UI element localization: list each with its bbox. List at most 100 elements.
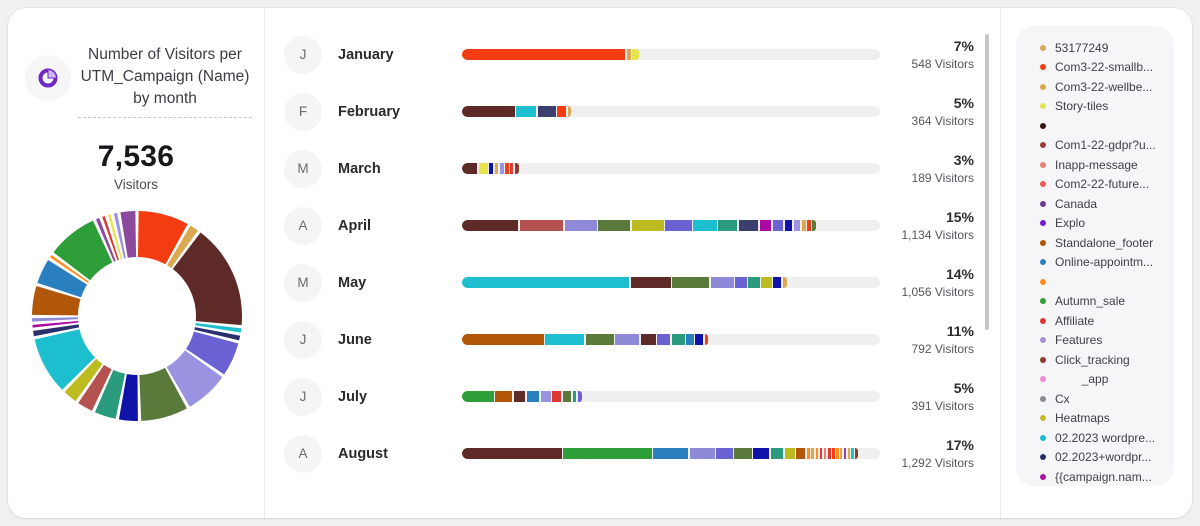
month-stacked-bar[interactable] <box>462 163 880 174</box>
bar-segment[interactable] <box>495 391 513 402</box>
donut-segment[interactable] <box>186 331 239 375</box>
bar-segment[interactable] <box>462 163 477 174</box>
donut-segment[interactable] <box>49 255 89 284</box>
bar-segment[interactable] <box>657 334 671 345</box>
bar-segment[interactable] <box>598 220 631 231</box>
bar-segment[interactable] <box>796 448 806 459</box>
donut-segment[interactable] <box>32 321 79 328</box>
month-row[interactable]: A August 17% 1,292 Visitors <box>265 425 1000 482</box>
bar-segment[interactable] <box>519 220 563 231</box>
bar-segment[interactable] <box>557 106 567 117</box>
legend-item[interactable] <box>1040 272 1174 292</box>
bar-segment[interactable] <box>855 448 859 459</box>
bar-segment[interactable] <box>462 106 515 117</box>
donut-segment[interactable] <box>37 260 88 298</box>
bar-segment[interactable] <box>510 163 514 174</box>
bar-segment[interactable] <box>773 277 782 288</box>
donut-chart[interactable] <box>27 206 247 426</box>
bar-segment[interactable] <box>505 163 509 174</box>
bar-segment[interactable] <box>806 448 810 459</box>
bar-segment[interactable] <box>516 106 537 117</box>
donut-segment[interactable] <box>64 358 103 402</box>
bar-segment[interactable] <box>526 391 540 402</box>
bar-segment[interactable] <box>827 448 831 459</box>
bar-segment[interactable] <box>840 448 843 459</box>
bar-segment[interactable] <box>782 277 787 288</box>
bar-segment[interactable] <box>759 220 772 231</box>
donut-segment[interactable] <box>166 350 223 407</box>
bar-segment[interactable] <box>748 277 760 288</box>
donut-segment[interactable] <box>167 225 198 268</box>
legend-item[interactable]: Affiliate <box>1040 311 1174 331</box>
bar-segment[interactable] <box>784 448 795 459</box>
bar-segment[interactable] <box>832 448 835 459</box>
bar-segment[interactable] <box>770 448 784 459</box>
month-row[interactable]: J June 11% 792 Visitors <box>265 311 1000 368</box>
bar-segment[interactable] <box>615 334 640 345</box>
legend-item[interactable]: Com3-22-wellbe... <box>1040 77 1174 97</box>
bar-segment[interactable] <box>494 163 499 174</box>
bar-segment[interactable] <box>552 391 562 402</box>
bar-segment[interactable] <box>671 334 685 345</box>
bar-segment[interactable] <box>537 106 556 117</box>
legend-item[interactable]: {{campaign.nam... <box>1040 467 1174 486</box>
bar-segment[interactable] <box>847 448 850 459</box>
month-stacked-bar[interactable] <box>462 106 880 117</box>
legend-item[interactable]: Com3-22-smallb... <box>1040 58 1174 78</box>
bar-segment[interactable] <box>686 334 694 345</box>
donut-segment[interactable] <box>33 324 80 337</box>
legend-item[interactable]: Standalone_footer <box>1040 233 1174 253</box>
donut-segment[interactable] <box>172 232 242 326</box>
bar-segment[interactable] <box>672 277 710 288</box>
donut-segment[interactable] <box>32 317 79 322</box>
bar-segment[interactable] <box>562 391 572 402</box>
month-stacked-bar[interactable] <box>462 334 880 345</box>
bar-segment[interactable] <box>489 163 494 174</box>
bar-segment[interactable] <box>545 334 585 345</box>
bar-segment[interactable] <box>761 277 772 288</box>
bar-segment[interactable] <box>843 448 846 459</box>
bar-segment[interactable] <box>801 220 806 231</box>
bar-segment[interactable] <box>577 391 583 402</box>
legend-item[interactable]: Features <box>1040 331 1174 351</box>
legend-item[interactable]: Online-appointm... <box>1040 253 1174 273</box>
bar-segment[interactable] <box>513 391 526 402</box>
legend-item[interactable]: Inapp-message <box>1040 155 1174 175</box>
legend-item[interactable]: 02.2023+wordpr... <box>1040 448 1174 468</box>
donut-segment[interactable] <box>34 329 95 390</box>
legend-item[interactable]: Autumn_sale <box>1040 292 1174 312</box>
bar-segment[interactable] <box>710 277 734 288</box>
month-row[interactable]: M May 14% 1,056 Visitors <box>265 254 1000 311</box>
donut-segment[interactable] <box>107 214 123 260</box>
legend-item[interactable]: Com1-22-gdpr?u... <box>1040 136 1174 156</box>
donut-segment[interactable] <box>137 211 188 265</box>
legend-item[interactable]: 53177249 <box>1040 38 1174 58</box>
bar-segment[interactable] <box>585 334 614 345</box>
month-row[interactable]: F February 5% 364 Visitors <box>265 83 1000 140</box>
bar-segment[interactable] <box>462 391 494 402</box>
bar-segment[interactable] <box>462 49 625 60</box>
bar-segment[interactable] <box>626 49 631 60</box>
bar-segment[interactable] <box>653 448 689 459</box>
month-stacked-bar[interactable] <box>462 277 880 288</box>
bar-segment[interactable] <box>718 220 738 231</box>
bar-segment[interactable] <box>563 448 652 459</box>
donut-segment[interactable] <box>139 367 187 421</box>
legend-item[interactable]: _app <box>1040 370 1174 390</box>
legend-item[interactable] <box>1040 116 1174 136</box>
month-row[interactable]: J July 5% 391 Visitors <box>265 368 1000 425</box>
bar-segment[interactable] <box>784 220 793 231</box>
donut-segment[interactable] <box>120 211 137 258</box>
donut-segment[interactable] <box>113 212 126 259</box>
legend-item[interactable]: Explo <box>1040 214 1174 234</box>
month-row[interactable]: A April 15% 1,134 Visitors <box>265 197 1000 254</box>
bar-segment[interactable] <box>695 334 704 345</box>
bar-segment[interactable] <box>630 277 671 288</box>
donut-segment[interactable] <box>195 322 242 333</box>
scrollbar-thumb[interactable] <box>985 34 989 330</box>
legend-item[interactable]: 02.2023 wordpre... <box>1040 428 1174 448</box>
bar-segment[interactable] <box>812 220 817 231</box>
bar-segment[interactable] <box>462 277 630 288</box>
bar-segment[interactable] <box>734 448 752 459</box>
bar-segment[interactable] <box>738 220 759 231</box>
